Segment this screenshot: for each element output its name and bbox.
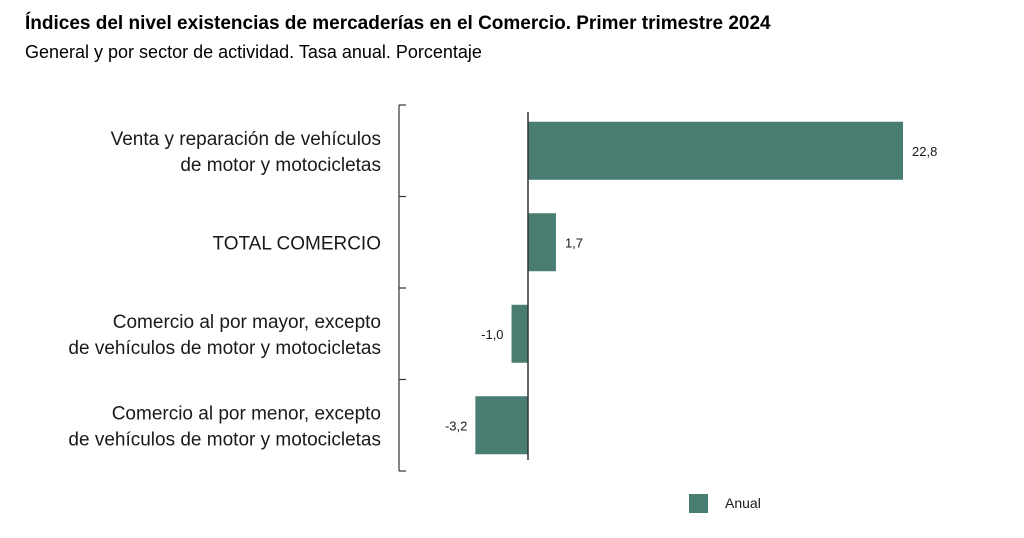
- bar: [528, 121, 903, 180]
- legend-label: Anual: [725, 495, 761, 511]
- data-label: -3,2: [445, 418, 467, 433]
- data-label: -1,0: [481, 327, 503, 342]
- bar: [511, 304, 528, 363]
- category-label: de vehículos de motor y motocicletas: [68, 429, 381, 450]
- category-label: Venta y reparación de vehículos: [111, 129, 381, 150]
- category-label: de vehículos de motor y motocicletas: [68, 338, 381, 359]
- category-label: TOTAL COMERCIO: [212, 233, 381, 254]
- data-label: 1,7: [565, 235, 583, 250]
- legend-swatch: [689, 494, 708, 513]
- data-label: 22,8: [912, 144, 937, 159]
- chart-subtitle: General y por sector de actividad. Tasa …: [25, 42, 482, 62]
- bar: [528, 213, 556, 272]
- chart-title: Índices del nivel existencias de mercade…: [25, 13, 771, 34]
- category-label: Comercio al por mayor, excepto: [113, 312, 381, 333]
- category-label: Comercio al por menor, excepto: [112, 403, 381, 424]
- category-label: de motor y motocicletas: [180, 155, 381, 176]
- bar: [475, 396, 528, 455]
